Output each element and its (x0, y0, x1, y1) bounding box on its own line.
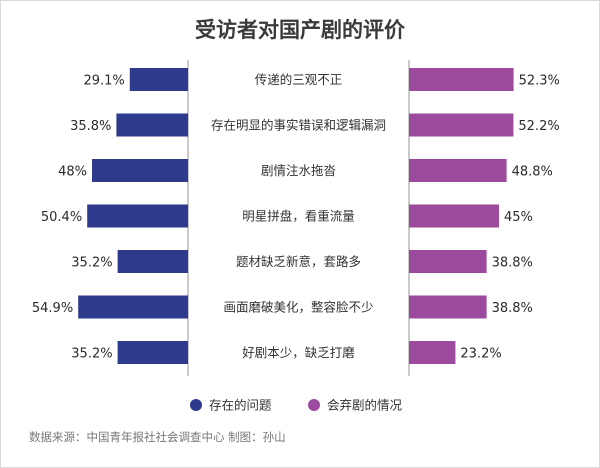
category-label-1: 存在明显的事实错误和逻辑漏洞 (211, 118, 386, 133)
source-note: 数据来源：中国青年报社社会调查中心 制图：孙山 (29, 430, 286, 444)
value-label-abandon-5: 38.8% (492, 301, 533, 316)
bar-abandon-2 (409, 159, 507, 182)
bar-abandon-4 (409, 250, 487, 273)
bar-abandon-3 (409, 204, 499, 228)
value-label-abandon-6: 23.2% (460, 347, 501, 362)
value-label-problems-6: 35.2% (71, 347, 112, 362)
bar-problems-0 (129, 68, 188, 91)
abandon-value-labels: 52.3% 52.2% 48.8% 45% 38.8% 38.8% 23.2% (460, 74, 560, 362)
bar-abandon-5 (409, 295, 487, 319)
value-label-problems-1: 35.8% (70, 119, 111, 134)
bar-problems-3 (87, 204, 188, 228)
bar-problems-2 (92, 159, 188, 182)
legend-marker-abandon (308, 399, 320, 411)
value-label-abandon-1: 52.2% (518, 119, 559, 134)
value-label-abandon-3: 45% (504, 210, 533, 225)
category-label-0: 传递的三观不正 (255, 72, 343, 87)
category-label-4: 题材缺乏新意，套路多 (236, 254, 361, 269)
category-label-6: 好剧本少，缺乏打磨 (242, 345, 355, 360)
chart-title: 受访者对国产剧的评价 (195, 18, 406, 42)
value-label-problems-0: 29.1% (83, 74, 124, 89)
abandon-bars (409, 68, 514, 364)
problems-value-labels: 29.1% 35.8% 48% 50.4% 35.2% 54.9% 35.2% (32, 74, 125, 362)
category-labels: 传递的三观不正存在明显的事实错误和逻辑漏洞剧情注水拖沓明星拼盘，看重流量题材缺乏… (211, 72, 386, 360)
legend-marker-problems (190, 399, 202, 411)
category-label-5: 画面磨破美化，整容脸不少 (223, 300, 373, 315)
category-label-2: 剧情注水拖沓 (261, 163, 337, 178)
problems-bars (78, 68, 188, 364)
value-label-problems-5: 54.9% (32, 301, 73, 316)
value-label-abandon-2: 48.8% (512, 165, 553, 180)
bar-problems-5 (78, 295, 188, 319)
value-label-problems-2: 48% (58, 165, 87, 180)
value-label-problems-4: 35.2% (71, 256, 112, 271)
category-label-3: 明星拼盘，看重流量 (242, 209, 355, 224)
legend-label-problems: 存在的问题 (209, 398, 272, 413)
bar-abandon-0 (409, 68, 514, 91)
bar-problems-6 (117, 341, 188, 364)
bar-problems-4 (117, 250, 188, 273)
bar-abandon-1 (409, 113, 514, 137)
bar-problems-1 (116, 113, 188, 137)
legend-label-abandon: 会弃剧的情况 (327, 398, 403, 413)
bar-abandon-6 (409, 341, 456, 364)
legend: 存在的问题 会弃剧的情况 (190, 398, 403, 413)
value-label-problems-3: 50.4% (41, 210, 82, 225)
value-label-abandon-4: 38.8% (492, 256, 533, 271)
value-label-abandon-0: 52.3% (519, 74, 560, 89)
